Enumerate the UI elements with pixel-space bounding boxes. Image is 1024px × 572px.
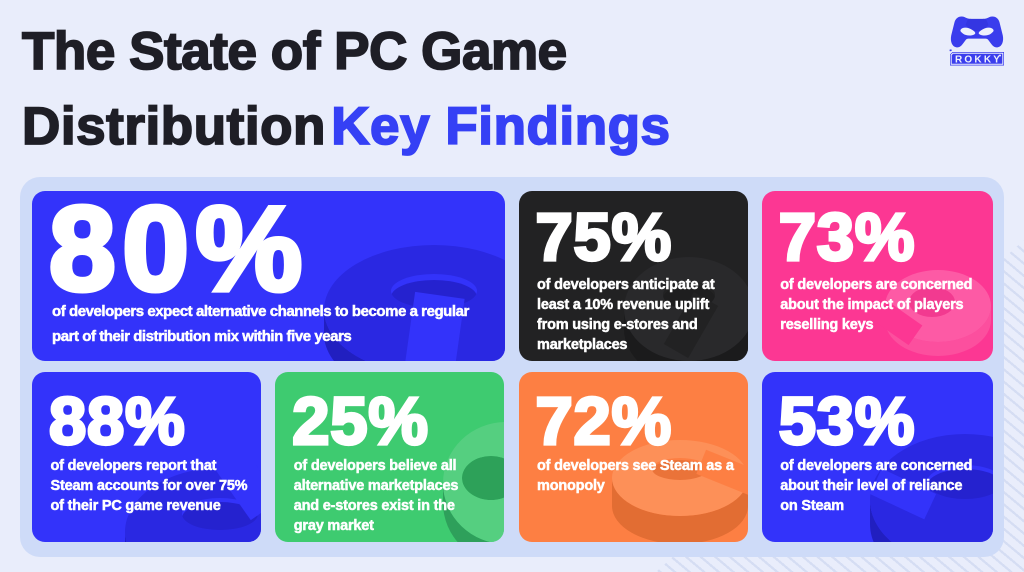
svg-text:ROKKY: ROKKY: [955, 55, 1002, 66]
